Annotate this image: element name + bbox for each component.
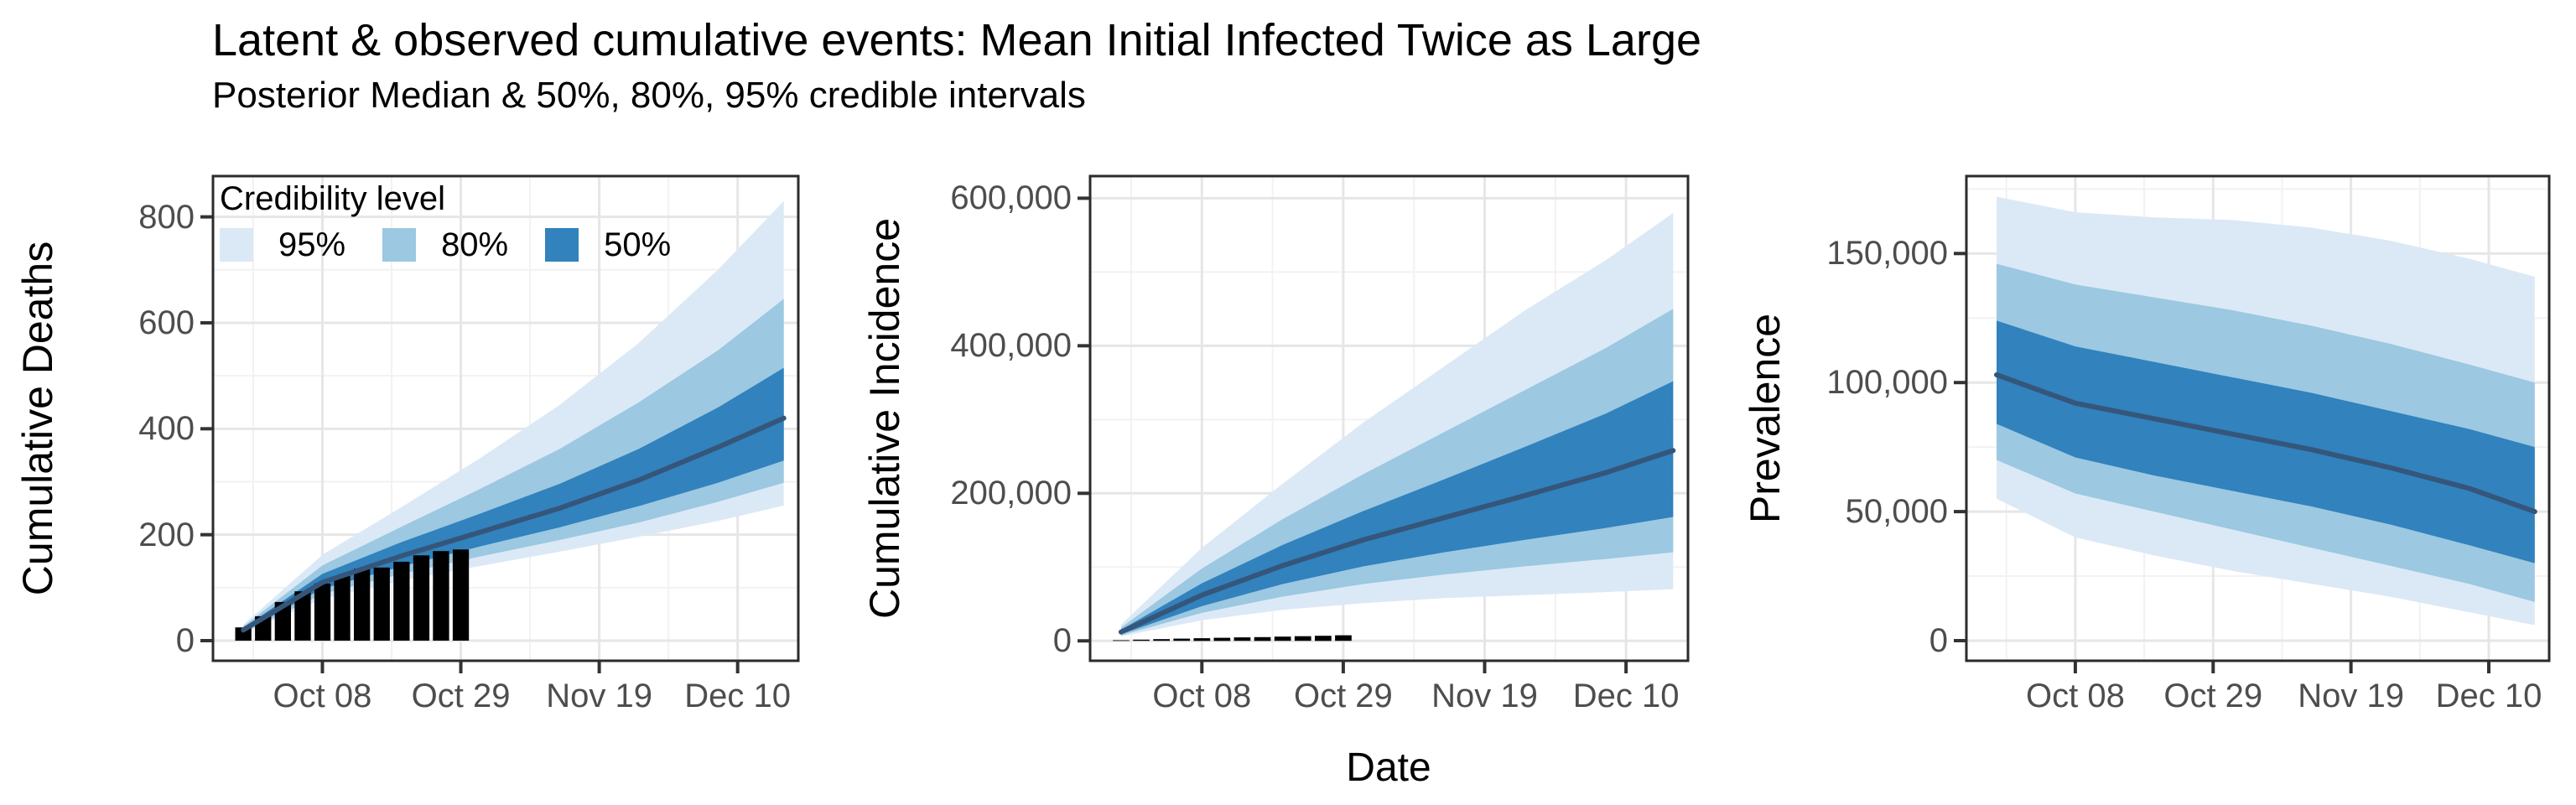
y-tick-label: 600,000 (950, 179, 1072, 217)
x-tick-label: Oct 08 (2025, 678, 2125, 714)
observed-bar (1335, 635, 1352, 641)
observed-bar (1153, 639, 1170, 641)
observed-bar (314, 583, 331, 641)
legend-swatch-95 (220, 228, 253, 262)
panel-3 (1965, 174, 2551, 662)
observed-bar (354, 569, 371, 641)
observed-bar (235, 627, 252, 641)
panel-1 (211, 174, 800, 662)
ci80-band-panel-2 (1120, 309, 1674, 636)
observed-bar (393, 561, 410, 641)
x-tick-label: Nov 19 (1431, 678, 1538, 714)
page-title: Latent & observed cumulative events: Mea… (212, 15, 1702, 65)
y-tick-label: 0 (1929, 621, 1948, 659)
observed-bar (274, 601, 291, 641)
legend-item: 80% (382, 226, 508, 263)
page-subtitle: Posterior Median & 50%, 80%, 95% credibl… (212, 75, 1086, 116)
y-tick-label: 800 (138, 198, 195, 236)
x-axis-title: Date (1346, 745, 1431, 790)
legend-label: 50% (604, 226, 672, 263)
y-tick-label: 50,000 (1845, 493, 1948, 531)
legend-label: 95% (278, 226, 346, 263)
observed-bar (1133, 639, 1150, 641)
x-tick-label: Oct 29 (411, 678, 511, 714)
observed-bar (1294, 636, 1311, 641)
legend-swatch-50 (545, 228, 579, 262)
y-tick-label: 0 (175, 621, 195, 659)
observed-bar (373, 567, 390, 641)
legend-swatch-80 (382, 228, 417, 262)
observed-bar (413, 555, 430, 641)
observed-bar (1213, 637, 1231, 641)
observed-bar (1274, 636, 1291, 641)
observed-bar (1193, 638, 1211, 641)
y-tick-label: 0 (1052, 622, 1072, 660)
median-line-panel-3 (1994, 371, 2537, 515)
observed-bar (1254, 636, 1271, 641)
ci80-band-panel-1 (243, 299, 784, 633)
legend-item: 50% (545, 226, 671, 263)
y-tick-label: 200,000 (950, 475, 1072, 512)
median-line-panel-2 (1118, 448, 1676, 635)
observed-bar (334, 575, 351, 641)
observed-bar (433, 551, 449, 641)
x-tick-label: Oct 29 (1293, 678, 1393, 714)
observed-bar (1315, 636, 1332, 641)
legend-label: 80% (441, 226, 509, 263)
legend-title: Credibility level (220, 180, 445, 217)
observed-bar (294, 591, 311, 641)
x-tick-label: Nov 19 (546, 678, 652, 714)
x-tick-label: Oct 08 (1152, 678, 1252, 714)
legend-row: 95% 80% 50% (220, 226, 708, 263)
panel-2 (1088, 174, 1690, 662)
x-tick-label: Nov 19 (2298, 678, 2404, 714)
y-tick-label: 600 (138, 304, 195, 341)
y-tick-label: 200 (138, 516, 195, 553)
legend-item: 95% (220, 226, 345, 263)
ci50-band-panel-2 (1120, 381, 1674, 635)
y-tick-label: 400 (138, 410, 195, 448)
x-tick-label: Oct 08 (273, 678, 372, 714)
x-tick-label: Oct 29 (2163, 678, 2263, 714)
median-line-panel-1 (241, 415, 787, 633)
ci95-band-panel-1 (243, 200, 784, 634)
y-tick-label: 400,000 (950, 327, 1072, 365)
observed-bar (1173, 638, 1191, 641)
credibility-legend: Credibility level 95% 80% 50% (220, 179, 708, 263)
observed-bar (452, 549, 470, 641)
y-tick-label: 100,000 (1826, 364, 1948, 402)
observed-bar (1233, 637, 1251, 641)
x-tick-label: Dec 10 (684, 678, 792, 714)
x-tick-label: Dec 10 (2435, 678, 2542, 714)
y-tick-label: 150,000 (1826, 235, 1948, 273)
x-tick-label: Dec 10 (1572, 678, 1680, 714)
